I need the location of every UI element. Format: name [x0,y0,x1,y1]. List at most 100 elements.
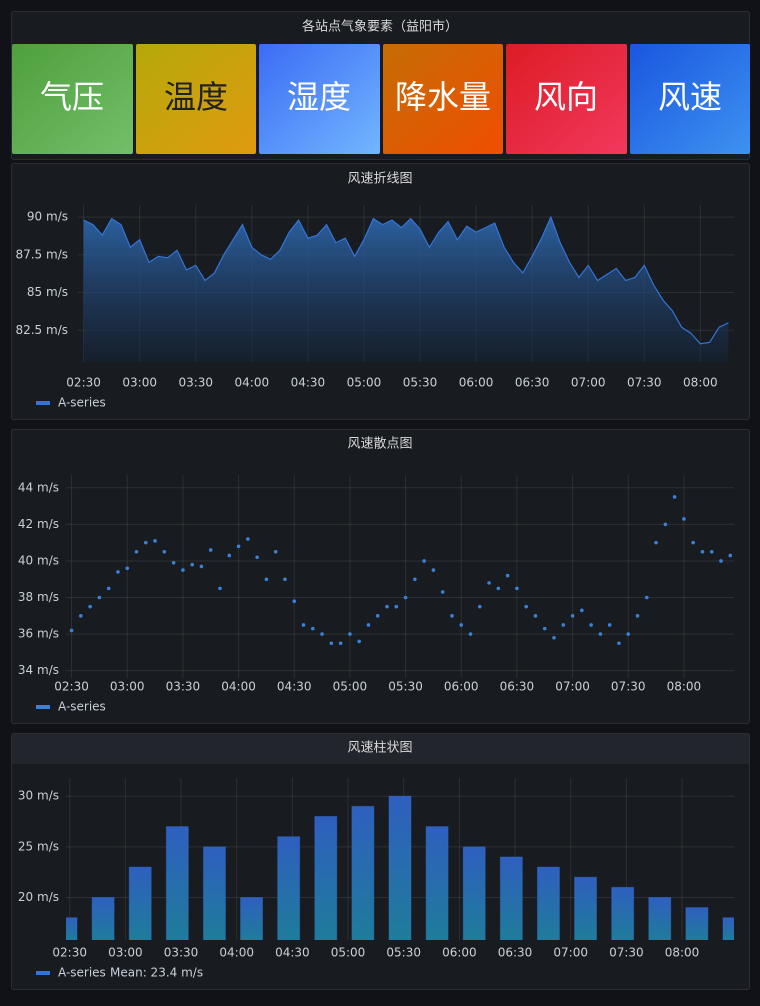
x-tick-label: 06:30 [515,376,550,390]
panel [11,733,750,990]
x-tick-label: 02:30 [52,946,87,960]
point [329,641,334,646]
legend-label: A-series [58,700,106,714]
point [654,540,658,545]
bar [611,886,635,940]
tile-label: 风向 [534,78,598,116]
point [143,540,148,545]
x-tick-label: 07:00 [555,680,590,694]
y-tick-label: 25 m/s [18,839,59,853]
y-tick-label: 82.5 m/s [15,323,68,337]
point [79,614,83,618]
panel-title: 各站点气象要素（益阳市） [302,19,458,35]
bar [648,896,672,940]
x-tick-label: 08:00 [683,376,718,390]
x-tick-label: 07:00 [571,376,606,390]
x-tick-label: 07:00 [553,946,588,960]
point [338,641,343,646]
tile[interactable] [136,44,256,154]
legend-swatch [36,401,50,405]
x-tick-label: 06:30 [500,680,535,694]
point [246,537,250,541]
x-tick-label: 05:00 [347,376,382,390]
point [385,604,389,609]
point [468,632,473,636]
chart-title: 风速柱状图 [347,741,412,756]
legend-swatch [36,971,50,975]
point [236,544,241,549]
chart-title: 风速折线图 [347,172,412,187]
bar [722,917,734,940]
point [524,604,528,609]
x-tick-label: 02:30 [66,376,101,390]
x-tick-label: 03:00 [110,680,145,694]
point [208,548,213,552]
bar [351,805,375,940]
x-tick-label: 03:30 [178,376,213,390]
point [125,566,130,571]
tile[interactable] [383,44,503,154]
point [580,608,584,613]
y-tick-label: 36 m/s [18,627,59,641]
bar [128,866,152,940]
bar [202,846,226,940]
tile[interactable] [630,44,750,154]
point [682,517,686,521]
x-tick-label: 07:30 [609,946,644,960]
point [719,559,723,563]
plot [69,495,733,646]
point [700,550,705,554]
point [440,590,445,594]
tile[interactable] [12,44,133,154]
legend-stat: Mean: 23.4 m/s [110,966,203,980]
legend-swatch [36,705,50,709]
x-tick-label: 06:00 [442,946,477,960]
point [273,550,278,554]
point [310,626,315,631]
bar [165,826,189,940]
x-tick-label: 03:00 [122,376,157,390]
point [477,604,482,609]
bar [240,896,264,940]
bar [66,917,78,940]
point [589,623,593,627]
bar [574,876,598,940]
y-tick-label: 90 m/s [27,210,68,224]
point [644,595,649,600]
y-tick-label: 42 m/s [18,517,59,531]
area-fill [83,217,729,362]
x-tick-label: 06:00 [459,376,494,390]
y-tick-label: 87.5 m/s [15,247,68,261]
point [552,635,556,640]
tile[interactable] [259,44,380,154]
point [134,550,139,554]
x-tick-label: 05:30 [388,680,423,694]
point [691,540,695,545]
x-tick-label: 03:30 [164,946,199,960]
point [570,614,575,618]
point [116,570,120,574]
point [663,522,668,527]
x-tick-label: 04:00 [219,946,254,960]
point [171,560,176,565]
bar [685,907,709,940]
x-tick-label: 02:30 [54,680,89,694]
bar [499,856,523,940]
point [431,568,436,572]
bar [314,815,338,940]
point [283,577,287,582]
x-tick-label: 06:00 [444,680,479,694]
legend-label: A-series [58,396,106,410]
x-tick-label: 04:00 [235,376,270,390]
x-tick-label: 03:00 [108,946,143,960]
x-tick-label: 04:00 [221,680,256,694]
point [403,595,408,600]
point [515,586,519,591]
point [635,614,640,618]
point [709,550,714,554]
bar [425,826,449,940]
tile[interactable] [506,44,627,154]
point [505,573,510,578]
point [348,632,352,636]
